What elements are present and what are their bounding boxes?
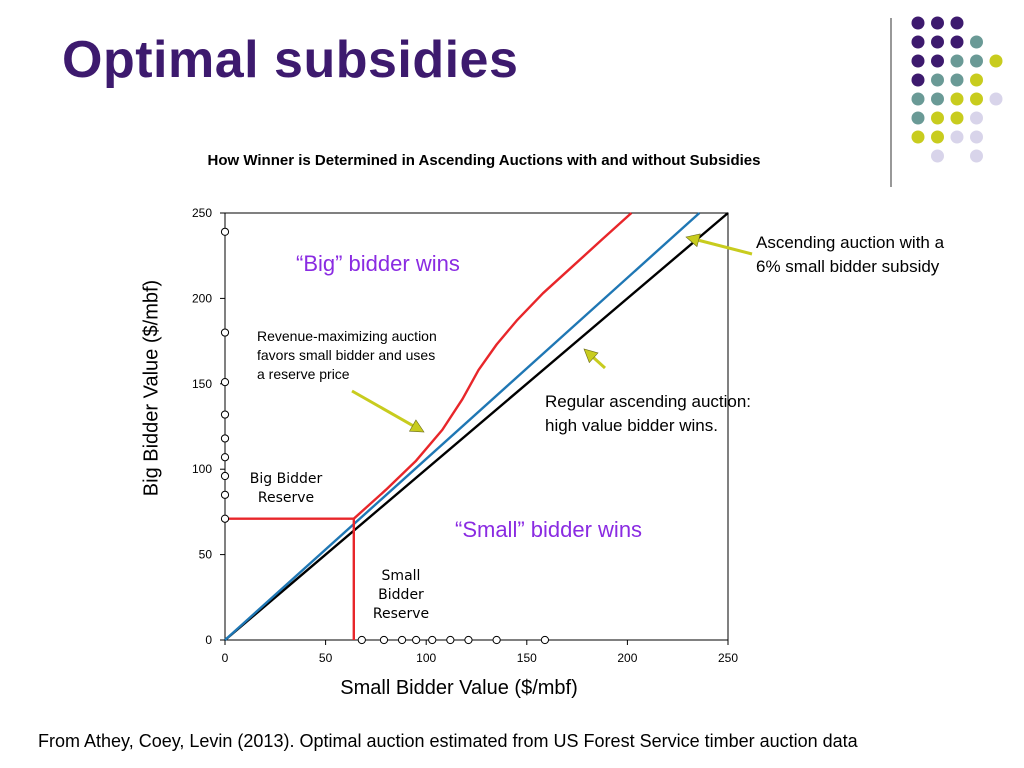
decorative-dot bbox=[950, 16, 964, 30]
subsidy-annotation: Ascending auction with a 6% small bidder… bbox=[756, 231, 944, 279]
decorative-dot bbox=[931, 149, 944, 163]
y-axis-marker bbox=[220, 453, 230, 462]
subsidy-auction-line bbox=[224, 212, 701, 641]
decorative-dot bbox=[931, 130, 944, 144]
y-axis-marker bbox=[220, 227, 230, 236]
x-tick-label: 50 bbox=[319, 651, 333, 665]
small-reserve-line: Bidder bbox=[378, 587, 424, 603]
x-tick-label: 250 bbox=[718, 651, 738, 665]
y-tick-label: 50 bbox=[199, 548, 213, 562]
decorative-dot bbox=[950, 130, 964, 144]
decorative-dot bbox=[911, 130, 925, 144]
decorative-dot bbox=[911, 111, 925, 125]
revenue-pointer-arrow-head bbox=[408, 419, 425, 433]
big-reserve-line: Big Bidder bbox=[249, 471, 323, 487]
decorative-dot bbox=[989, 54, 1003, 68]
decorative-dot bbox=[950, 73, 964, 87]
y-axis-marker bbox=[220, 328, 230, 337]
decorative-dot bbox=[950, 54, 964, 68]
x-axis-marker bbox=[379, 635, 389, 645]
y-tick-label: 150 bbox=[192, 377, 212, 391]
small-reserve-annotation: Small Bidder Reserve bbox=[366, 567, 436, 624]
small-wins-label: “Small” bidder wins bbox=[455, 517, 643, 542]
regular-pointer-arrow bbox=[592, 356, 607, 370]
big-reserve-line: Reserve bbox=[257, 490, 315, 506]
y-axis-marker bbox=[220, 490, 230, 499]
small-reserve-line: Reserve bbox=[372, 606, 430, 622]
x-axis-marker bbox=[446, 635, 455, 645]
decorative-dot bbox=[911, 35, 925, 49]
big-wins-label: “Big” bidder wins bbox=[296, 251, 460, 276]
plot-frame bbox=[224, 212, 729, 641]
y-axis-marker bbox=[220, 471, 230, 481]
big-reserve-annotation: Big Bidder Reserve bbox=[246, 470, 326, 508]
regular-pointer-arrow-head bbox=[583, 348, 599, 364]
decorative-dot bbox=[931, 111, 944, 125]
x-axis-marker bbox=[492, 635, 501, 645]
decorative-dot bbox=[931, 35, 944, 49]
decorative-dot bbox=[911, 54, 925, 68]
y-tick-label: 100 bbox=[192, 462, 212, 476]
subsidy-annotation-line: Ascending auction with a bbox=[756, 233, 945, 252]
decorative-dot bbox=[931, 16, 944, 30]
decorative-dot bbox=[911, 16, 925, 30]
x-tick-label: 100 bbox=[416, 651, 436, 665]
small-reserve-line: Small bbox=[381, 568, 421, 584]
slide-title: Optimal subsidies bbox=[62, 31, 519, 89]
y-tick-label: 250 bbox=[192, 206, 212, 220]
subsidy-pointer-arrow-head bbox=[685, 233, 701, 248]
regular-annotation: Regular ascending auction: high value bi… bbox=[545, 390, 751, 438]
x-tick-label: 0 bbox=[222, 651, 229, 665]
y-axis-label: Big Bidder Value ($/mbf) bbox=[140, 279, 163, 497]
decorative-dot bbox=[970, 54, 983, 68]
subsidy-pointer-arrow bbox=[698, 238, 753, 256]
x-axis-marker bbox=[357, 635, 366, 645]
decorative-dot bbox=[931, 92, 944, 106]
source-footnote: From Athey, Coey, Levin (2013). Optimal … bbox=[38, 731, 858, 751]
decorative-dot bbox=[970, 35, 983, 49]
decorative-dot bbox=[931, 73, 944, 87]
decorative-dot bbox=[970, 73, 983, 87]
decorative-dot bbox=[970, 149, 983, 163]
x-axis-marker bbox=[540, 635, 550, 645]
decorative-dot bbox=[950, 92, 964, 106]
decorative-dot bbox=[911, 73, 925, 87]
y-axis-marker bbox=[220, 434, 230, 443]
chart-title: How Winner is Determined in Ascending Au… bbox=[207, 152, 761, 169]
decorative-dot bbox=[950, 111, 964, 125]
revenue-annotation: Revenue-maximizing auction favors small … bbox=[257, 327, 437, 384]
decorative-dot bbox=[931, 54, 944, 68]
regular-annotation-line: Regular ascending auction: bbox=[545, 392, 752, 411]
y-tick-label: 200 bbox=[192, 291, 212, 305]
x-axis-marker bbox=[428, 635, 437, 645]
y-axis-marker bbox=[220, 410, 230, 419]
x-tick-label: 150 bbox=[517, 651, 537, 665]
revenue-annotation-line: a reserve price bbox=[257, 366, 350, 382]
regular-auction-line bbox=[224, 212, 729, 641]
decorative-dot bbox=[950, 35, 964, 49]
x-tick-label: 200 bbox=[617, 651, 637, 665]
x-axis-marker bbox=[397, 635, 407, 645]
x-axis-marker bbox=[464, 635, 473, 645]
decorative-dot bbox=[970, 92, 983, 106]
decorative-dot-grid bbox=[890, 16, 1003, 187]
y-axis-marker bbox=[220, 514, 230, 523]
regular-annotation-line: high value bidder wins. bbox=[545, 416, 718, 435]
y-tick-label: 0 bbox=[205, 633, 212, 647]
decorative-dot bbox=[970, 111, 983, 125]
y-axis-marker bbox=[220, 377, 230, 387]
decorative-dot bbox=[911, 92, 925, 106]
revenue-pointer-arrow bbox=[351, 389, 414, 427]
revenue-annotation-line: Revenue-maximizing auction bbox=[257, 328, 437, 344]
x-axis-marker bbox=[412, 635, 421, 645]
decorative-dot bbox=[989, 92, 1003, 106]
subsidy-annotation-line: 6% small bidder subsidy bbox=[756, 257, 940, 276]
decorative-dot bbox=[970, 130, 983, 144]
x-axis-label: Small Bidder Value ($/mbf) bbox=[340, 677, 578, 699]
revenue-max-curve bbox=[225, 212, 633, 520]
revenue-annotation-line: favors small bidder and uses bbox=[257, 347, 436, 363]
